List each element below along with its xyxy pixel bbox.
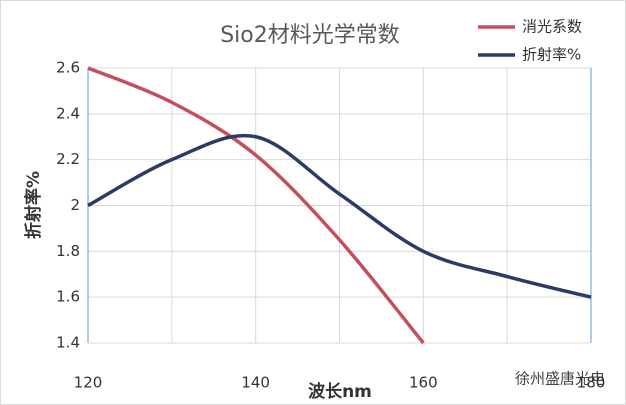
y-tick-label: 1.6 bbox=[56, 288, 80, 306]
y-tick-label: 2.4 bbox=[56, 104, 80, 122]
y-tick-label: 2.2 bbox=[56, 150, 80, 168]
y-tick-label: 1.4 bbox=[56, 334, 80, 352]
y-tick-label: 2.6 bbox=[56, 59, 80, 77]
y-tick-label: 2 bbox=[70, 196, 80, 214]
x-tick-label: 120 bbox=[74, 374, 103, 392]
legend-label: 消光系数 bbox=[522, 18, 582, 36]
series-line bbox=[87, 133, 592, 299]
legend-label: 折射率% bbox=[522, 46, 581, 64]
y-tick-label: 1.8 bbox=[56, 242, 80, 260]
x-tick-label: 140 bbox=[241, 374, 270, 392]
x-tick-label: 160 bbox=[409, 374, 438, 392]
y-axis-label: 折射率% bbox=[23, 171, 44, 239]
x-axis-label: 波长nm bbox=[308, 381, 372, 402]
series-line bbox=[87, 66, 425, 345]
chart-title: Sio2材料光学常数 bbox=[220, 23, 400, 48]
x-tick-label: 180 bbox=[577, 374, 606, 392]
watermark: 徐州盛唐光电 bbox=[515, 370, 605, 388]
